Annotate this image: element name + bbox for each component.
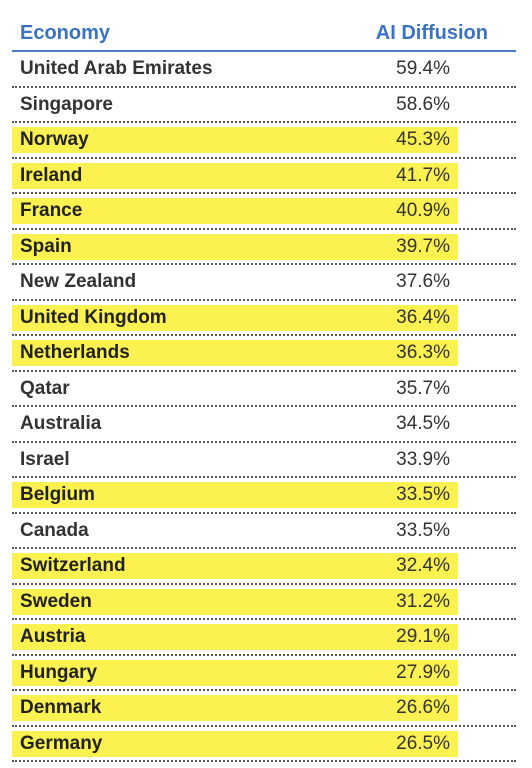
table-row: Sweden 31.2%	[12, 585, 516, 620]
economy-name: Hungary	[20, 661, 98, 683]
economy-name: Sweden	[20, 590, 92, 612]
ai-diffusion-column-header: AI Diffusion	[375, 22, 488, 44]
ai-diffusion-value: 26.6%	[396, 697, 450, 718]
row-highlight	[12, 695, 458, 721]
row-highlight	[12, 553, 458, 579]
economy-name: Germany	[20, 732, 103, 754]
table-row: Singapore 58.6%	[12, 88, 516, 123]
ai-diffusion-value: 26.5%	[396, 732, 450, 754]
economy-name: Israel	[20, 448, 70, 470]
table-row: Netherlands 36.3%	[12, 336, 516, 372]
economy-name: Norway	[20, 129, 89, 150]
economy-name: France	[20, 200, 83, 221]
table-row: United Kingdom 36.4%	[12, 301, 516, 336]
ai-diffusion-value: 36.4%	[396, 306, 450, 328]
economy-name: Australia	[20, 413, 102, 434]
economy-column-header: Economy	[20, 22, 111, 44]
ai-diffusion-value: 58.6%	[396, 93, 450, 115]
ai-diffusion-value: 41.7%	[396, 164, 450, 186]
row-highlight	[12, 233, 458, 260]
row-highlight	[12, 588, 458, 615]
ai-diffusion-value: 40.9%	[396, 200, 450, 221]
ai-diffusion-value: 35.7%	[396, 377, 450, 399]
ai-diffusion-table: Economy AI Diffusion United Arab Emirate…	[12, 14, 516, 762]
table-row: Australia 34.5%	[12, 407, 516, 443]
ai-diffusion-value: 33.5%	[396, 519, 450, 541]
ai-diffusion-value: 45.3%	[396, 129, 450, 150]
economy-name: United Arab Emirates	[20, 58, 213, 79]
row-highlight	[12, 162, 458, 189]
ai-diffusion-value: 29.1%	[396, 626, 450, 647]
row-highlight	[12, 340, 458, 366]
ai-diffusion-value: 33.9%	[396, 448, 450, 470]
ai-diffusion-value: 37.6%	[396, 271, 450, 292]
economy-name: Spain	[20, 235, 72, 257]
economy-name: Qatar	[20, 377, 70, 399]
row-highlight	[12, 482, 458, 508]
economy-name: Singapore	[20, 93, 113, 115]
economy-name: Switzerland	[20, 555, 126, 576]
economy-name: Denmark	[20, 697, 102, 718]
table-row: Spain 39.7%	[12, 230, 516, 265]
table-row: Germany 26.5%	[12, 727, 516, 762]
table-row: United Arab Emirates 59.4%	[12, 52, 516, 88]
table-row: New Zealand 37.6%	[12, 265, 516, 301]
table-row: France 40.9%	[12, 194, 516, 230]
economy-name: Canada	[20, 519, 89, 541]
economy-name: Belgium	[20, 484, 95, 505]
table-row: Denmark 26.6%	[12, 691, 516, 727]
ai-diffusion-value: 39.7%	[396, 235, 450, 257]
table-row: Switzerland 32.4%	[12, 549, 516, 585]
table-body: United Arab Emirates 59.4% Singapore 58.6%…	[12, 52, 516, 762]
row-highlight	[12, 624, 458, 650]
ai-diffusion-value: 32.4%	[396, 555, 450, 576]
table-row: Qatar 35.7%	[12, 372, 516, 407]
table-row: Ireland 41.7%	[12, 159, 516, 194]
ai-diffusion-value: 34.5%	[396, 413, 450, 434]
economy-name: Netherlands	[20, 342, 130, 363]
row-highlight	[12, 659, 458, 686]
table-row: Norway 45.3%	[12, 123, 516, 159]
table-row: Israel 33.9%	[12, 443, 516, 478]
ai-diffusion-value: 31.2%	[396, 590, 450, 612]
table-row: Hungary 27.9%	[12, 656, 516, 691]
table-row: Belgium 33.5%	[12, 478, 516, 514]
ai-diffusion-value: 33.5%	[396, 484, 450, 505]
row-highlight	[12, 304, 458, 331]
economy-name: United Kingdom	[20, 306, 167, 328]
economy-name: Austria	[20, 626, 86, 647]
row-highlight	[12, 730, 458, 757]
ai-diffusion-value: 36.3%	[396, 342, 450, 363]
row-highlight	[12, 198, 458, 224]
row-highlight	[12, 127, 458, 153]
ai-diffusion-value: 27.9%	[396, 661, 450, 683]
economy-name: Ireland	[20, 164, 83, 186]
economy-name: New Zealand	[20, 271, 137, 292]
table-row: Austria 29.1%	[12, 620, 516, 656]
ai-diffusion-value: 59.4%	[396, 58, 450, 79]
table-header: Economy AI Diffusion	[12, 14, 516, 52]
table-row: Canada 33.5%	[12, 514, 516, 549]
